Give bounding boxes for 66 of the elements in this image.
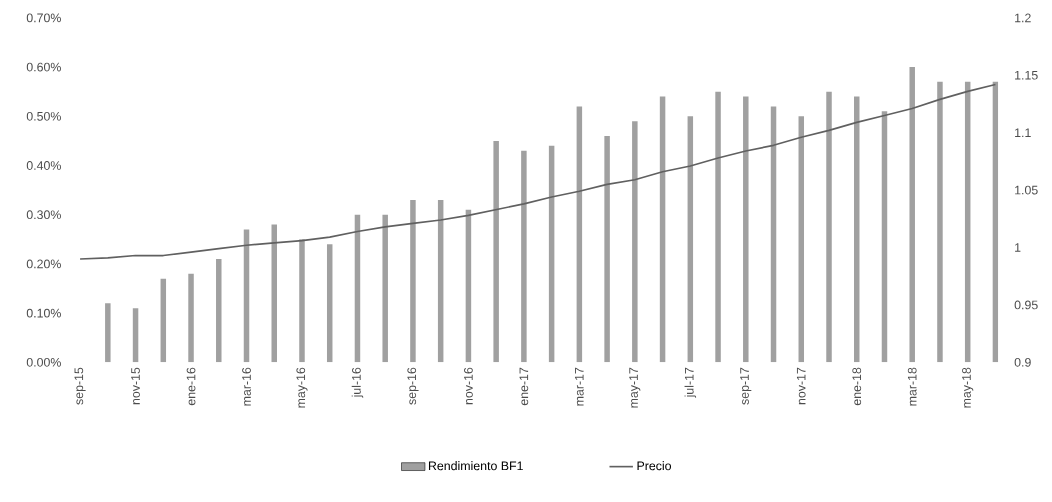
bar (964, 81, 971, 363)
x-tick-label: nov-16 (464, 367, 473, 405)
x-tick-label: mar-16 (242, 367, 251, 406)
y-tick-label: 0.30% (26, 210, 61, 219)
bar (382, 214, 388, 363)
y-tick-label: 0.50% (26, 111, 61, 121)
x-tick-label: sep-15 (74, 367, 86, 405)
bar (410, 199, 416, 363)
bar (604, 135, 610, 363)
x-tick-label: ene-18 (852, 367, 862, 406)
y-tick-label: 0.40% (26, 160, 61, 170)
x-tick-label: nov-17 (796, 367, 806, 405)
y-tick-label: 0.10% (26, 308, 61, 318)
bar (826, 91, 832, 363)
bar (854, 96, 860, 363)
bar (909, 66, 915, 363)
x-tick-label: may-16 (296, 367, 308, 408)
y-tick-label: 0.60% (26, 62, 61, 72)
x-tick-label: sep-17 (740, 367, 752, 405)
bar (548, 145, 555, 363)
bar (521, 150, 527, 363)
x-tick-label: ene-17 (519, 367, 529, 406)
bar (465, 209, 472, 363)
bar (299, 239, 305, 363)
x-tick-label: may-18 (962, 367, 974, 408)
bar (132, 308, 139, 363)
bar (798, 116, 805, 363)
bar (992, 81, 999, 363)
bar (243, 229, 250, 363)
x-tick-label: mar-17 (575, 367, 584, 406)
bar (437, 199, 444, 363)
x-tick-label: jul-17 (684, 367, 697, 398)
y2-tick-label: 1.1 (1015, 128, 1031, 137)
bar (216, 258, 222, 363)
x-tick-label: sep-16 (407, 367, 419, 405)
legend-label: Rendimiento BF1 (428, 460, 523, 471)
bar (770, 106, 777, 363)
bar (160, 278, 167, 363)
y2-tick-label: 0.95 (1014, 300, 1038, 310)
y-tick-label: 0.20% (26, 259, 61, 269)
y2-tick-label: 1.2 (1015, 13, 1031, 23)
x-tick-label: may-17 (629, 367, 641, 408)
x-tick-label: nov-15 (131, 367, 140, 405)
bar (354, 214, 361, 363)
bar (493, 140, 499, 363)
y2-tick-label: 1.15 (1015, 70, 1038, 80)
bar (881, 111, 888, 363)
bar (576, 106, 583, 363)
bar (743, 96, 749, 363)
y-tick-label: 0.70% (26, 13, 61, 23)
bar (715, 91, 721, 363)
bar (188, 273, 194, 363)
bar (632, 121, 638, 363)
legend-label: Precio (637, 460, 672, 471)
bar (659, 96, 666, 363)
bar (687, 116, 694, 363)
bar (937, 81, 943, 363)
y2-tick-label: 1 (1015, 243, 1021, 252)
x-tick-label: jul-16 (351, 367, 364, 398)
y2-tick-label: 1.05 (1015, 185, 1038, 195)
y2-tick-label: 0.9 (1014, 357, 1031, 367)
bar (105, 303, 111, 363)
bar (326, 244, 333, 363)
x-tick-label: ene-16 (186, 367, 196, 406)
y-tick-label: 0.00% (26, 357, 61, 367)
x-tick-label: mar-18 (907, 367, 917, 406)
